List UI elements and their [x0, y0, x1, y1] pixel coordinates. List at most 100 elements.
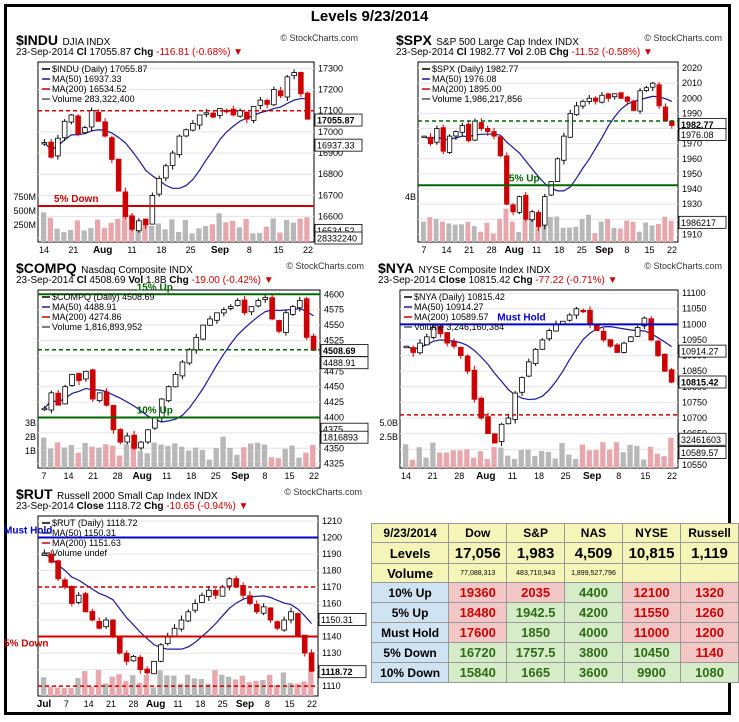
row-label: Volume — [370, 563, 450, 583]
candle — [593, 97, 599, 102]
chart-panel-indu: $INDU DJIA INDX © StockCharts.com 23-Sep-2… — [13, 32, 363, 256]
price-tick-label: 1950 — [682, 169, 702, 179]
level-label: Must Hold — [497, 312, 545, 323]
volume-bar — [103, 444, 109, 468]
x-tick-label: 11 — [162, 471, 171, 481]
svg-text:1118.72: 1118.72 — [321, 667, 353, 677]
symbol: $SPX — [396, 32, 432, 48]
volume-bar — [122, 216, 128, 242]
level-cell: 4000 — [563, 622, 623, 643]
volume-bar — [297, 218, 303, 242]
candle — [69, 373, 75, 386]
candle — [274, 621, 281, 629]
level-label: Must Hold — [4, 525, 52, 536]
volume-bar — [280, 672, 287, 696]
volume-bar — [74, 220, 80, 242]
volume-bar — [579, 219, 585, 242]
volume-bar — [196, 228, 202, 242]
volume-bar — [75, 452, 81, 468]
candle — [214, 312, 220, 321]
candle — [464, 355, 471, 372]
candle — [230, 108, 237, 116]
x-tick-label: 25 — [561, 471, 571, 481]
symbol: $RUT — [16, 486, 53, 502]
x-tick-label: Aug — [476, 471, 495, 482]
candle — [303, 298, 310, 338]
price-tick-label: 11100 — [682, 288, 706, 298]
volume-bar — [220, 436, 226, 468]
chart-panel-nya: $NYA NYSE Composite Index INDX © StockCha… — [378, 260, 727, 482]
volume-bar — [273, 684, 280, 696]
volume-bar — [303, 452, 309, 468]
price-tick-label: 17000 — [318, 127, 343, 137]
candle — [152, 417, 158, 429]
value-tag: 4488.91 — [320, 356, 369, 370]
volume-bar — [115, 218, 121, 242]
volume-bar — [586, 450, 592, 468]
volume-bar — [185, 450, 192, 468]
candle — [529, 211, 535, 221]
x-tick-label: 8 — [624, 245, 629, 255]
volume-bar — [516, 232, 522, 242]
candle — [655, 340, 661, 356]
svg-text:1986217: 1986217 — [681, 218, 716, 228]
volume-bar — [567, 227, 572, 242]
candle — [69, 586, 75, 604]
level-cell: 17600 — [448, 622, 508, 643]
candle — [206, 589, 212, 597]
level-cell: 11550 — [621, 602, 682, 623]
x-tick-label: Aug — [132, 471, 151, 482]
volume-bar — [142, 225, 148, 242]
volume-bar — [600, 442, 606, 468]
price-tick-label: 16700 — [318, 190, 343, 200]
volume-bar — [503, 208, 509, 242]
candle — [505, 417, 512, 425]
candle — [110, 619, 116, 637]
volume-bar — [151, 442, 157, 468]
volume-bar — [403, 444, 409, 468]
candle — [144, 668, 150, 674]
candle — [566, 314, 573, 321]
row-label: Must Hold — [370, 622, 450, 643]
legend-entry: MA(200) 4274.86 — [52, 312, 122, 322]
volume-bar — [290, 222, 296, 242]
candle — [472, 120, 478, 141]
candle — [169, 152, 176, 166]
price-tick-label: 4450 — [324, 382, 344, 392]
candle — [485, 127, 491, 132]
candle — [295, 613, 301, 637]
candle — [542, 196, 548, 226]
candle — [434, 128, 440, 143]
symbol: $NYA — [378, 260, 415, 276]
svg-text:4508.69: 4508.69 — [323, 346, 356, 356]
candle — [296, 300, 303, 309]
price-tick-label: 1940 — [682, 184, 702, 194]
price-tick-label: 1960 — [682, 154, 702, 164]
volume-bar — [199, 449, 206, 468]
candle — [288, 611, 294, 621]
volume-bar — [155, 223, 161, 242]
candle — [178, 619, 185, 630]
candle — [116, 637, 123, 654]
svg-text:4375: 4375 — [323, 425, 343, 435]
candle — [88, 110, 95, 128]
volume-bar — [647, 446, 654, 468]
volume-bar — [545, 451, 552, 468]
volume-bar — [634, 445, 640, 468]
x-tick-label: 25 — [577, 245, 587, 255]
volume-bar — [144, 453, 150, 468]
candle — [68, 114, 75, 123]
legend-entry: Volume 1,816,893,952 — [52, 322, 142, 332]
candle — [96, 620, 103, 629]
volume-bar — [490, 233, 496, 242]
volume-bar — [636, 231, 642, 242]
volume-bar — [437, 452, 443, 468]
volume-bar — [198, 678, 204, 696]
candle — [55, 560, 61, 580]
volume-bar — [433, 218, 439, 242]
candle — [437, 325, 444, 335]
candle — [656, 84, 662, 107]
candle — [244, 111, 250, 120]
candle — [453, 131, 459, 137]
